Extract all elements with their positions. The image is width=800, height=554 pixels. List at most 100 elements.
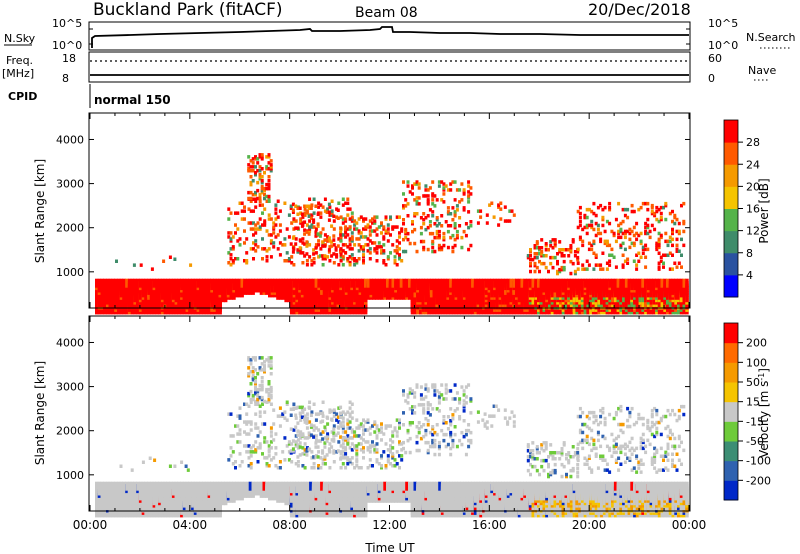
data-cell: [254, 173, 257, 177]
data-cell: [375, 247, 379, 251]
data-cell: [267, 194, 271, 199]
data-cell: [269, 169, 273, 173]
data-cell: [321, 244, 325, 248]
data-cell: [265, 229, 269, 233]
data-cell: [307, 214, 311, 218]
data-cell: [571, 240, 575, 244]
data-cell: [357, 243, 361, 247]
data-cell: [644, 221, 648, 226]
data-cell: [375, 278, 379, 288]
data-cell: [431, 198, 435, 202]
data-cell: [245, 261, 249, 265]
data-cell: [673, 213, 677, 218]
data-cell: [303, 232, 307, 236]
data-cell: [325, 278, 329, 288]
data-cell: [433, 194, 437, 198]
data-cell: [673, 261, 677, 265]
data-cell: [562, 259, 566, 264]
data-cell: [141, 278, 146, 288]
data-cell: [314, 246, 318, 250]
data-cell: [375, 481, 379, 491]
data-cell: [364, 243, 368, 247]
data-cell: [375, 251, 379, 255]
data-cell: [373, 229, 377, 233]
data-cell: [348, 227, 352, 231]
data-cell: [155, 481, 159, 491]
data-cell: [380, 231, 383, 235]
data-cell: [404, 204, 408, 208]
data-cell: [336, 278, 340, 288]
data-cell: [298, 238, 302, 242]
data-cell: [597, 278, 601, 288]
data-cell: [371, 241, 374, 245]
data-cell: [499, 201, 503, 205]
data-cell: [204, 278, 209, 288]
data-cell: [623, 247, 627, 252]
data-cell: [358, 481, 362, 491]
data-cell: [529, 261, 532, 266]
data-cell: [344, 231, 348, 235]
data-cell: [333, 278, 338, 288]
data-cell: [451, 481, 456, 491]
data-cell: [592, 211, 596, 216]
data-cell: [267, 167, 271, 171]
data-cell: [493, 278, 497, 288]
data-cell: [616, 278, 620, 288]
data-cell: [382, 251, 386, 255]
data-cell: [529, 269, 532, 274]
data-cell: [226, 481, 231, 491]
data-cell: [548, 278, 552, 288]
data-cell: [462, 229, 466, 234]
data-cell: [630, 209, 634, 214]
data-cell: [353, 278, 357, 288]
data-cell: [398, 253, 401, 257]
data-cell: [623, 235, 627, 240]
data-cell: [261, 247, 264, 251]
data-cell: [460, 182, 464, 186]
data-cell: [332, 252, 336, 256]
data-cell: [657, 237, 661, 242]
data-cell: [382, 227, 386, 231]
data-cell: [431, 214, 435, 218]
cpid-row: CPID normal 150: [8, 84, 171, 108]
data-cell: [549, 240, 553, 244]
data-cell: [395, 225, 399, 229]
data-cell: [404, 235, 408, 240]
data-cell: [362, 259, 365, 263]
date-label: 20/Dec/2018: [588, 0, 691, 19]
data-cell: [295, 278, 299, 288]
data-cell: [357, 229, 361, 233]
data-cell: [653, 211, 657, 216]
data-cell: [174, 481, 178, 491]
data-cell: [292, 263, 296, 267]
data-cell: [269, 163, 273, 167]
data-cell: [583, 225, 587, 230]
data-cell: [644, 243, 648, 248]
data-cell: [578, 235, 582, 240]
data-cell: [415, 196, 419, 200]
data-cell: [413, 241, 417, 246]
data-cell: [460, 278, 464, 288]
data-cell: [435, 216, 439, 220]
data-cell: [520, 278, 524, 288]
data-cell: [427, 278, 431, 288]
data-cell: [311, 278, 316, 288]
data-cell: [538, 269, 541, 274]
data-cell: [267, 182, 271, 187]
data-cell: [353, 257, 357, 261]
data-cell: [655, 217, 659, 222]
data-cell: [621, 231, 625, 236]
data-cell: [348, 207, 352, 211]
data-cell: [247, 169, 251, 173]
data-cell: [278, 209, 282, 213]
data-cell: [249, 247, 253, 251]
data-cell: [573, 254, 577, 258]
data-cell: [160, 481, 165, 491]
data-cell: [467, 247, 471, 252]
data-cell: [348, 225, 352, 229]
data-cell: [449, 235, 453, 240]
data-cell: [97, 278, 102, 288]
data-cell: [556, 259, 559, 264]
data-cell: [278, 278, 283, 288]
data-cell: [138, 481, 143, 491]
